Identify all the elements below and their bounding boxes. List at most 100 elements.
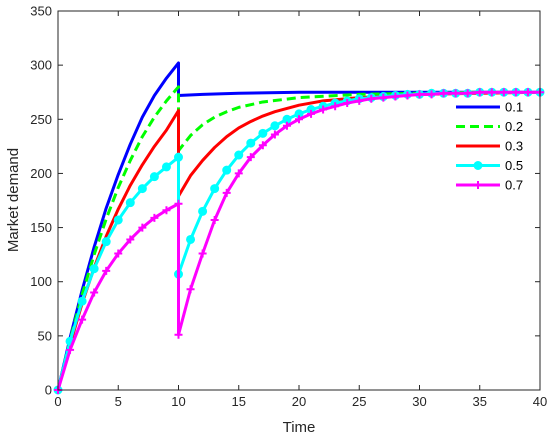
x-tick-label: 5 xyxy=(115,394,122,409)
series-0.1 xyxy=(56,61,540,391)
x-axis-title: Time xyxy=(283,419,316,436)
legend-item: 0.1 xyxy=(456,100,523,115)
data-point xyxy=(137,184,147,194)
y-tick-label: 300 xyxy=(30,58,52,73)
legend-label: 0.3 xyxy=(505,139,523,154)
data-point xyxy=(463,89,472,98)
data-point xyxy=(126,235,135,244)
data-point xyxy=(89,264,99,274)
plot-area: 0 5 10 15 20 25 30 35 40 0 50 100 150 200 250 300 350 xyxy=(30,4,547,410)
y-tick-label: 200 xyxy=(30,166,52,181)
data-point xyxy=(149,172,159,182)
data-point xyxy=(234,150,244,160)
legend-marker xyxy=(474,181,482,189)
data-point xyxy=(499,88,508,97)
x-tick-label: 0 xyxy=(54,394,61,409)
series-0.3 xyxy=(56,90,541,391)
series-line xyxy=(56,90,541,391)
x-tick-label: 15 xyxy=(232,394,246,409)
series-layer xyxy=(53,61,545,395)
legend-marker xyxy=(473,161,483,170)
x-tick-label: 40 xyxy=(533,394,547,409)
y-axis-title: Market demand xyxy=(5,148,22,252)
data-point xyxy=(198,206,208,216)
data-point xyxy=(246,153,255,162)
data-point xyxy=(523,88,532,97)
data-point xyxy=(138,223,147,232)
data-point xyxy=(258,128,268,138)
data-point xyxy=(150,213,159,222)
data-point xyxy=(270,130,279,139)
series-0.7 xyxy=(54,88,544,394)
data-point xyxy=(210,215,219,224)
data-point xyxy=(174,199,183,208)
data-point xyxy=(415,90,424,99)
data-point xyxy=(101,237,111,247)
data-point xyxy=(102,266,111,275)
data-point xyxy=(186,285,195,294)
data-point xyxy=(222,165,232,175)
data-point xyxy=(295,115,303,124)
data-point xyxy=(355,96,364,105)
x-tick-label: 10 xyxy=(171,394,185,409)
plot-frame xyxy=(57,10,541,391)
data-point xyxy=(113,215,123,225)
x-tick-label: 20 xyxy=(292,394,306,409)
y-tick-label: 100 xyxy=(30,274,52,289)
data-point xyxy=(427,90,436,99)
legend-label: 0.1 xyxy=(505,100,523,115)
data-point xyxy=(319,105,328,114)
y-tick-label: 250 xyxy=(30,112,52,127)
data-point xyxy=(475,88,484,97)
data-point xyxy=(343,99,352,108)
legend-item: 0.7 xyxy=(456,178,523,193)
data-point xyxy=(379,93,388,102)
data-point xyxy=(439,89,448,98)
data-point xyxy=(234,169,243,178)
data-point xyxy=(258,141,267,150)
legend-item: 0.5 xyxy=(456,158,523,173)
data-point xyxy=(125,198,135,208)
data-point xyxy=(161,162,171,172)
data-point xyxy=(174,330,183,339)
tick-layer: 0 5 10 15 20 25 30 35 40 0 50 100 150 200 250 300 350 xyxy=(30,4,547,410)
plot-background xyxy=(58,11,540,390)
data-point xyxy=(186,234,196,244)
legend: 0.1 0.2 0.3 0.5 0.7 xyxy=(456,100,523,193)
data-point xyxy=(331,102,340,111)
data-point xyxy=(246,138,256,148)
data-point xyxy=(487,88,496,97)
data-point xyxy=(511,88,520,97)
data-point xyxy=(403,91,412,100)
legend-label: 0.7 xyxy=(505,178,523,193)
data-point xyxy=(210,184,220,194)
legend-label: 0.2 xyxy=(505,119,523,134)
data-point xyxy=(66,345,75,354)
legend-item: 0.3 xyxy=(456,139,523,154)
data-point xyxy=(282,121,291,130)
data-point xyxy=(222,188,231,197)
y-tick-label: 50 xyxy=(38,328,52,343)
data-point xyxy=(162,206,171,215)
data-point xyxy=(391,92,400,101)
y-tick-label: 0 xyxy=(45,383,52,398)
data-point xyxy=(451,89,460,98)
legend-label: 0.5 xyxy=(505,158,523,173)
data-point xyxy=(307,109,316,118)
data-point xyxy=(174,152,183,162)
y-tick-label: 350 xyxy=(30,4,52,19)
data-point xyxy=(198,249,207,258)
data-point xyxy=(90,288,99,297)
legend-item: 0.2 xyxy=(456,119,523,134)
x-tick-label: 35 xyxy=(473,394,487,409)
series-line xyxy=(56,61,540,391)
data-point xyxy=(78,315,87,324)
x-tick-label: 25 xyxy=(352,394,366,409)
data-point xyxy=(367,94,376,103)
data-point xyxy=(114,249,123,258)
y-tick-label: 150 xyxy=(30,220,52,235)
x-tick-label: 30 xyxy=(412,394,426,409)
data-point xyxy=(77,296,87,306)
data-point xyxy=(270,121,280,131)
